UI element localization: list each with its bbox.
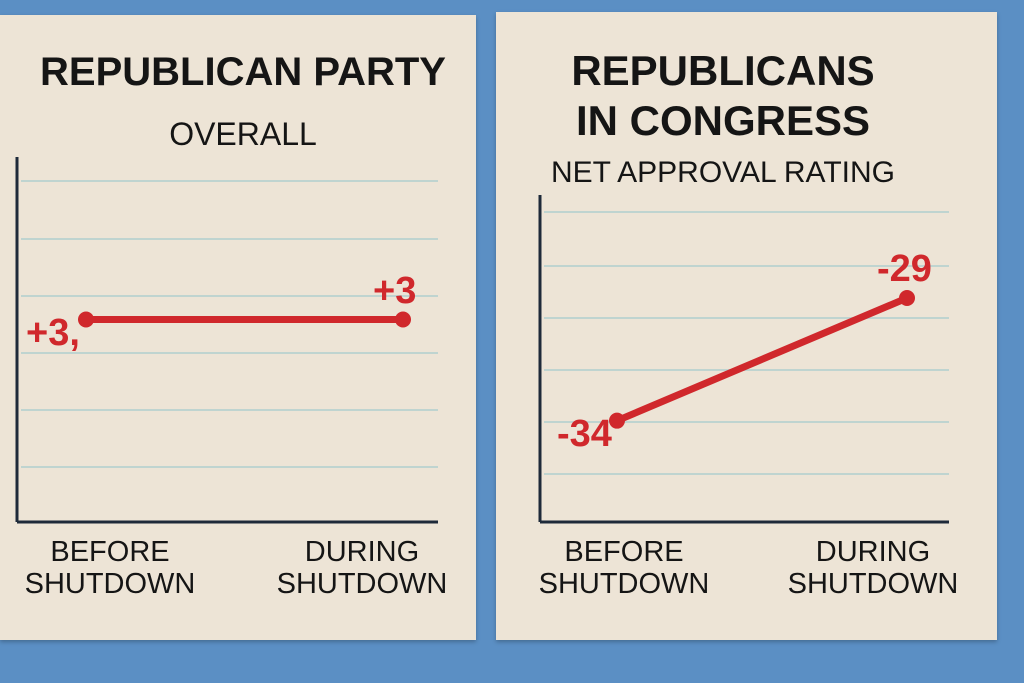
point	[609, 412, 625, 429]
value-label: -34	[557, 412, 612, 455]
x-tick-label: DURING SHUTDOWN	[787, 536, 959, 601]
chart-title: REPUBLICANS IN CONGRESS	[571, 47, 875, 145]
chart-title: REPUBLICAN PARTY	[40, 50, 446, 94]
panel	[496, 12, 997, 640]
x-tick-label: DURING SHUTDOWN	[276, 536, 448, 601]
x-tick-label: BEFORE SHUTDOWN	[24, 536, 196, 601]
point	[78, 311, 94, 328]
value-label: -29	[877, 248, 932, 291]
chart-subtitle: OVERALL	[169, 116, 317, 152]
panel	[0, 15, 476, 640]
point	[899, 290, 915, 307]
x-tick-label: BEFORE SHUTDOWN	[538, 536, 710, 601]
line	[613, 294, 911, 425]
value-label: +3,	[26, 311, 80, 354]
value-label: +3	[373, 269, 417, 312]
chart-subtitle: NET APPROVAL RATING	[551, 156, 895, 189]
point	[395, 311, 411, 328]
